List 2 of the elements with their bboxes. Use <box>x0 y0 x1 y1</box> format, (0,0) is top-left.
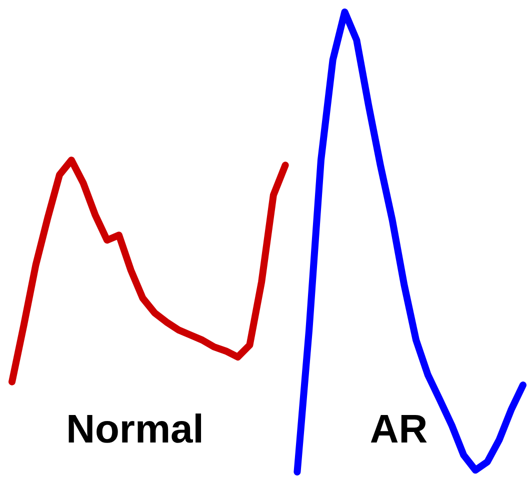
series-label: AR <box>370 408 428 452</box>
series-label: Normal <box>66 408 204 452</box>
